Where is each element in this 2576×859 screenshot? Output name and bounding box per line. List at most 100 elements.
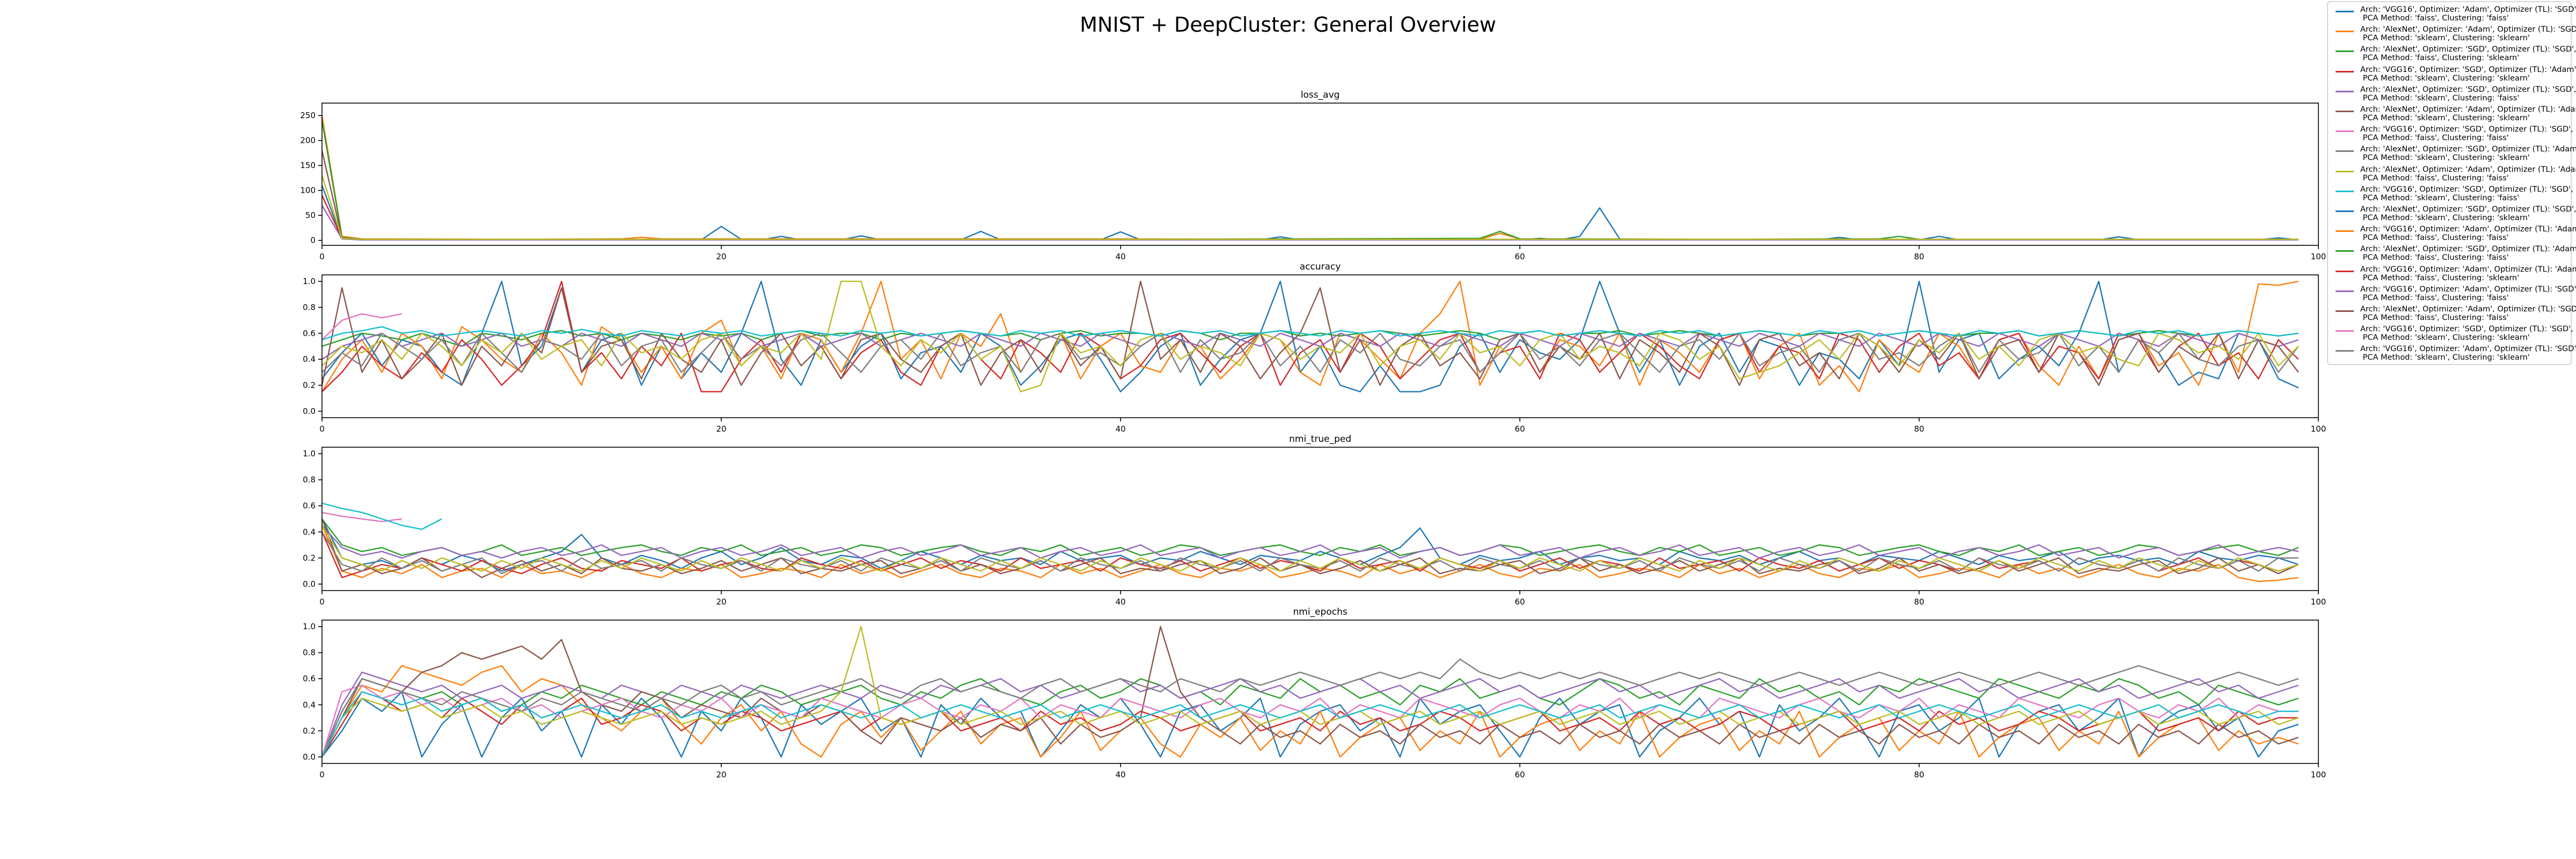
y-tick-label: 0.8 <box>303 475 316 485</box>
series-line-10 <box>322 691 2299 758</box>
subplot-title: nmi_true_ped <box>1289 434 1351 445</box>
series-line-1 <box>322 518 2299 572</box>
x-tick-label: 40 <box>1115 597 1125 607</box>
legend-item: Arch: 'AlexNet', Optimizer: 'SGD', Optim… <box>2333 45 2576 64</box>
series-line-2 <box>322 525 2299 583</box>
series-line-10 <box>322 326 2299 341</box>
series-line-6 <box>322 150 2299 240</box>
legend-item: Arch: 'VGG16', Optimizer: 'SGD', Optimiz… <box>2333 65 2576 85</box>
legend-swatch <box>2336 290 2354 292</box>
x-tick-label: 80 <box>1914 770 1924 780</box>
series-line-3 <box>322 678 2299 758</box>
legend-swatch <box>2336 350 2354 352</box>
axes-frame <box>321 274 2319 418</box>
series-line-9 <box>322 280 2299 392</box>
y-tick-label: 0.4 <box>303 354 316 364</box>
series-line-2 <box>322 115 2299 240</box>
x-tick-label: 60 <box>1514 424 1525 434</box>
legend-label: Arch: 'AlexNet', Optimizer: 'Adam', Opti… <box>2360 165 2576 183</box>
series-line-6 <box>322 280 2299 386</box>
legend-label: Arch: 'VGG16', Optimizer: 'Adam', Optimi… <box>2360 5 2576 23</box>
legend-item: Arch: 'AlexNet', Optimizer: 'SGD', Optim… <box>2333 205 2576 224</box>
y-tick-label: 0.4 <box>303 700 316 710</box>
series-line-5 <box>322 525 2299 559</box>
legend-item: Arch: 'VGG16', Optimizer: 'Adam', Optimi… <box>2333 265 2576 285</box>
series-line-4 <box>322 195 2299 241</box>
x-tick-label: 0 <box>319 424 325 434</box>
legend-swatch <box>2336 310 2354 312</box>
series-line-7 <box>322 512 402 522</box>
legend-swatch <box>2336 90 2354 92</box>
series-line-1 <box>322 185 2299 241</box>
x-tick-label: 100 <box>2311 770 2326 780</box>
series-line-2 <box>322 280 2299 392</box>
legend-item: Arch: 'AlexNet', Optimizer: 'Adam', Opti… <box>2333 25 2576 45</box>
legend-item: Arch: 'AlexNet', Optimizer: 'SGD', Optim… <box>2333 85 2576 105</box>
subplot-title: nmi_epochs <box>1293 607 1347 617</box>
x-tick-label: 0 <box>319 597 325 607</box>
subplot-title: loss_avg <box>1301 90 1340 100</box>
series-line-7 <box>322 313 402 340</box>
legend-label: Arch: 'AlexNet', Optimizer: 'Adam', Opti… <box>2360 105 2576 122</box>
legend-item: Arch: 'VGG16', Optimizer: 'SGD', Optimiz… <box>2333 125 2573 144</box>
series-line-3 <box>322 518 2299 556</box>
legend-label: Arch: 'AlexNet', Optimizer: 'SGD', Optim… <box>2360 145 2576 163</box>
y-tick-label: 0.8 <box>303 302 316 312</box>
y-tick-label: 0.2 <box>303 553 316 563</box>
x-tick-label: 80 <box>1914 424 1924 434</box>
y-tick-label: 0.2 <box>303 381 316 390</box>
legend-label: Arch: 'AlexNet', Optimizer: 'SGD', Optim… <box>2360 245 2576 263</box>
x-tick-label: 60 <box>1514 770 1525 780</box>
series-line-4 <box>322 691 2299 758</box>
x-tick-label: 20 <box>716 252 726 261</box>
figure-title: MNIST + DeepCluster: General Overview <box>1080 13 1496 37</box>
series-line-6 <box>322 519 2299 578</box>
x-tick-label: 20 <box>716 597 726 607</box>
series-line-5 <box>322 332 2299 360</box>
legend-item: Arch: 'AlexNet', Optimizer: 'Adam', Opti… <box>2333 165 2576 185</box>
y-tick-label: 150 <box>300 161 316 170</box>
legend-label: Arch: 'AlexNet', Optimizer: 'Adam', Opti… <box>2360 25 2576 43</box>
series-group <box>322 625 2299 758</box>
series-group <box>322 280 2299 392</box>
legend: Arch: 'VGG16', Optimizer: 'Adam', Optimi… <box>2327 1 2576 365</box>
legend-label: Arch: 'VGG16', Optimizer: 'SGD', Optimiz… <box>2360 325 2573 343</box>
y-tick-label: 0.0 <box>303 579 316 589</box>
x-tick-label: 0 <box>319 770 325 780</box>
legend-item: Arch: 'VGG16', Optimizer: 'Adam', Optimi… <box>2333 285 2576 304</box>
legend-swatch <box>2336 230 2354 232</box>
x-tick-label: 0 <box>319 252 325 261</box>
legend-label: Arch: 'AlexNet', Optimizer: 'SGD', Optim… <box>2360 205 2576 222</box>
y-tick-label: 0.0 <box>303 406 316 416</box>
legend-item: Arch: 'VGG16', Optimizer: 'Adam', Optimi… <box>2333 225 2576 244</box>
legend-label: Arch: 'AlexNet', Optimizer: 'SGD', Optim… <box>2360 45 2576 63</box>
subplot-nmi_true_ped: nmi_true_ped 0 20 40 60 80 100 0.0 0.2 0.4 0.6 0.8 1… <box>303 434 2326 607</box>
legend-item: Arch: 'AlexNet', Optimizer: 'SGD', Optim… <box>2333 245 2576 264</box>
legend-swatch <box>2336 31 2354 33</box>
x-tick-label: 40 <box>1115 424 1125 434</box>
x-tick-label: 40 <box>1115 770 1125 780</box>
legend-item: Arch: 'VGG16', Optimizer: 'SGD', Optimiz… <box>2333 185 2573 205</box>
subplot-loss_avg: loss_avg 0 20 40 60 80 100 0 50 100 150 200 250 <box>300 90 2326 261</box>
legend-label: Arch: 'AlexNet', Optimizer: 'SGD', Optim… <box>2360 85 2576 103</box>
y-tick-label: 100 <box>300 186 316 195</box>
legend-label: Arch: 'VGG16', Optimizer: 'Adam', Optimi… <box>2360 225 2576 243</box>
series-line-10 <box>322 503 442 530</box>
x-tick-label: 20 <box>716 770 726 780</box>
legend-item: Arch: 'AlexNet', Optimizer: 'Adam', Opti… <box>2333 305 2576 324</box>
series-line-3 <box>322 120 2299 240</box>
series-line-8 <box>322 658 2299 758</box>
legend-swatch <box>2336 190 2354 192</box>
legend-label: Arch: 'VGG16', Optimizer: 'Adam', Optimi… <box>2360 345 2576 362</box>
legend-item: Arch: 'AlexNet', Optimizer: 'SGD', Optim… <box>2333 145 2576 164</box>
legend-item: Arch: 'VGG16', Optimizer: 'Adam', Optimi… <box>2333 5 2576 25</box>
series-group <box>322 115 2299 241</box>
legend-swatch <box>2336 50 2354 53</box>
y-tick-label: 250 <box>300 111 316 120</box>
legend-swatch <box>2336 130 2354 133</box>
x-tick-label: 60 <box>1514 252 1525 261</box>
series-line-5 <box>322 205 2299 241</box>
y-tick-label: 0.6 <box>303 501 316 511</box>
y-tick-label: 1.0 <box>303 622 316 631</box>
